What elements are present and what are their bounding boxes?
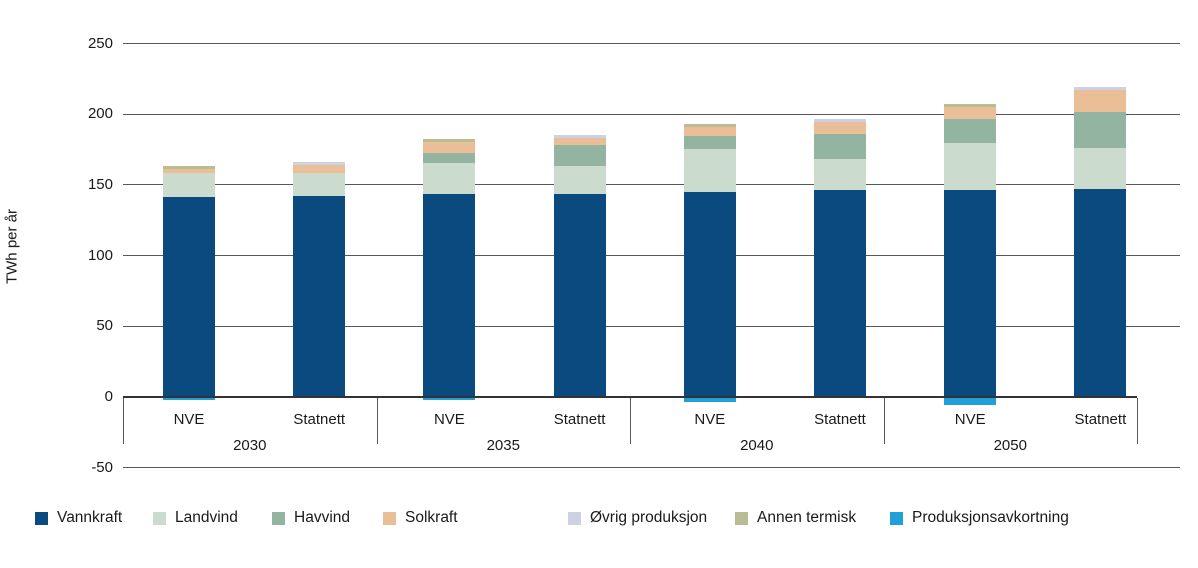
bar-segment-produksjonsavkortning-nve-2030 — [163, 397, 215, 401]
gridline--50 — [123, 467, 1180, 469]
xtick-label-nve-2030: NVE — [173, 411, 205, 428]
bar-segment-vannkraft-statnett-2040 — [814, 190, 866, 397]
bar-segment-vannkraft-nve-2035 — [423, 194, 476, 397]
legend-label: Annen termisk — [757, 509, 857, 526]
bar-segment-havvind-statnett-2040 — [814, 133, 866, 160]
category-separator — [376, 397, 378, 444]
bar-segment-vannkraft-nve-2050 — [944, 190, 997, 397]
gridline-200 — [123, 113, 1180, 115]
legend-label: Havvind — [294, 509, 350, 526]
ytick-label-150: 150 — [87, 175, 113, 193]
bar-segment-solkraft-nve-2050 — [944, 106, 997, 120]
bar-segment-annen-termisk-nve-2030 — [163, 166, 215, 169]
group-label-2040: 2040 — [740, 437, 774, 454]
bar-segment-solkraft-statnett-2035 — [553, 137, 606, 145]
legend-label: Vannkraft — [57, 509, 123, 526]
group-label-2050: 2050 — [993, 437, 1027, 454]
xtick-label-statnett-2050: Statnett — [1074, 411, 1127, 428]
bar-segment-havvind-nve-2050 — [944, 119, 997, 144]
gridline-150 — [123, 184, 1180, 186]
legend-item-havvind: Havvind — [272, 509, 350, 527]
y-axis-title: TWh per år — [3, 209, 21, 285]
bar-segment-landvind-nve-2030 — [163, 173, 215, 198]
ytick-label-250: 250 — [87, 34, 113, 52]
legend-item-annen-termisk: Annen termisk — [735, 509, 856, 527]
bar-segment--vrig-produksjon-statnett-2030 — [293, 161, 346, 165]
ytick-label-0: 0 — [104, 388, 113, 405]
bar-segment-annen-termisk-nve-2050 — [944, 103, 997, 107]
bar-segment-vannkraft-nve-2040 — [683, 191, 736, 397]
bar-segment-annen-termisk-nve-2040 — [683, 123, 736, 127]
category-separator — [883, 397, 885, 444]
zero-axis-line — [123, 395, 1137, 398]
legend-swatch-icon — [568, 511, 581, 525]
category-separator — [123, 397, 124, 444]
gridline-250 — [123, 43, 1180, 45]
bar-segment-vannkraft-statnett-2030 — [293, 195, 346, 397]
bar-segment-vannkraft-statnett-2050 — [1074, 188, 1127, 397]
bar-segment-landvind-statnett-2050 — [1074, 147, 1127, 189]
legend-swatch-icon — [890, 511, 903, 525]
xtick-label-nve-2035: NVE — [433, 411, 465, 428]
bar-segment-havvind-statnett-2035 — [553, 144, 606, 167]
legend-item-vannkraft: Vannkraft — [35, 509, 122, 527]
legend-swatch-icon — [35, 511, 48, 525]
bar-segment-produksjonsavkortning-nve-2040 — [683, 397, 736, 402]
bar-segment-solkraft-nve-2040 — [683, 126, 736, 137]
bar-segment-havvind-nve-2040 — [683, 136, 736, 150]
legend-swatch-icon — [272, 511, 285, 525]
bar-segment--vrig-produksjon-statnett-2035 — [553, 135, 606, 138]
bar-segment-solkraft-statnett-2050 — [1074, 89, 1127, 113]
bar-segment-vannkraft-statnett-2035 — [553, 194, 606, 397]
bar-segment-landvind-statnett-2040 — [814, 159, 866, 191]
legend-item-landvind: Landvind — [153, 509, 238, 527]
legend-swatch-icon — [153, 511, 166, 525]
bar-segment-landvind-nve-2050 — [944, 143, 997, 191]
bar-segment-landvind-statnett-2030 — [293, 173, 346, 196]
legend-label: Produksjonsavkortning — [912, 509, 1069, 526]
bar-segment-landvind-statnett-2035 — [553, 166, 606, 195]
bar-segment--vrig-produksjon-statnett-2040 — [814, 119, 866, 123]
bar-segment-solkraft-nve-2030 — [163, 168, 215, 174]
xtick-label-statnett-2035: Statnett — [553, 411, 606, 428]
bar-segment-produksjonsavkortning-nve-2050 — [944, 397, 997, 405]
ytick-label-200: 200 — [87, 105, 113, 123]
group-label-2030: 2030 — [233, 437, 267, 454]
legend-label: Landvind — [175, 509, 238, 526]
legend-item-solkraft: Solkraft — [383, 509, 458, 527]
bar-segment-landvind-nve-2035 — [423, 163, 476, 195]
bar-segment-annen-termisk-nve-2035 — [423, 139, 476, 143]
category-separator — [1137, 397, 1138, 444]
legend-item-produksjonsavkortning: Produksjonsavkortning — [890, 509, 1069, 527]
bar-segment-havvind-statnett-2050 — [1074, 112, 1127, 148]
xtick-label-statnett-2040: Statnett — [814, 411, 866, 428]
bar-segment-landvind-nve-2040 — [683, 149, 736, 192]
bar-segment--vrig-produksjon-statnett-2050 — [1074, 86, 1127, 90]
bar-segment-produksjonsavkortning-nve-2035 — [423, 397, 476, 401]
ytick-label--50: -50 — [91, 458, 113, 476]
group-label-2035: 2035 — [486, 437, 520, 454]
legend-swatch-icon — [735, 511, 748, 525]
category-separator — [630, 397, 631, 444]
gridline-100 — [123, 255, 1180, 257]
xtick-label-statnett-2030: Statnett — [293, 411, 346, 428]
xtick-label-nve-2050: NVE — [954, 411, 986, 428]
legend-label: Øvrig produksjon — [590, 509, 708, 526]
bar-segment-havvind-nve-2035 — [423, 153, 476, 164]
legend-label: Solkraft — [405, 509, 458, 526]
bar-segment-solkraft-statnett-2040 — [814, 122, 866, 134]
legend-item--vrig-produksjon: Øvrig produksjon — [568, 509, 707, 527]
ytick-label-50: 50 — [96, 317, 113, 335]
xtick-label-nve-2040: NVE — [694, 411, 726, 428]
ytick-label-100: 100 — [87, 246, 113, 264]
gridline-50 — [123, 325, 1180, 327]
bar-segment-solkraft-statnett-2030 — [293, 164, 346, 174]
legend-swatch-icon — [383, 511, 396, 525]
bar-segment-vannkraft-nve-2030 — [163, 197, 215, 397]
bar-segment-solkraft-nve-2035 — [423, 142, 476, 154]
